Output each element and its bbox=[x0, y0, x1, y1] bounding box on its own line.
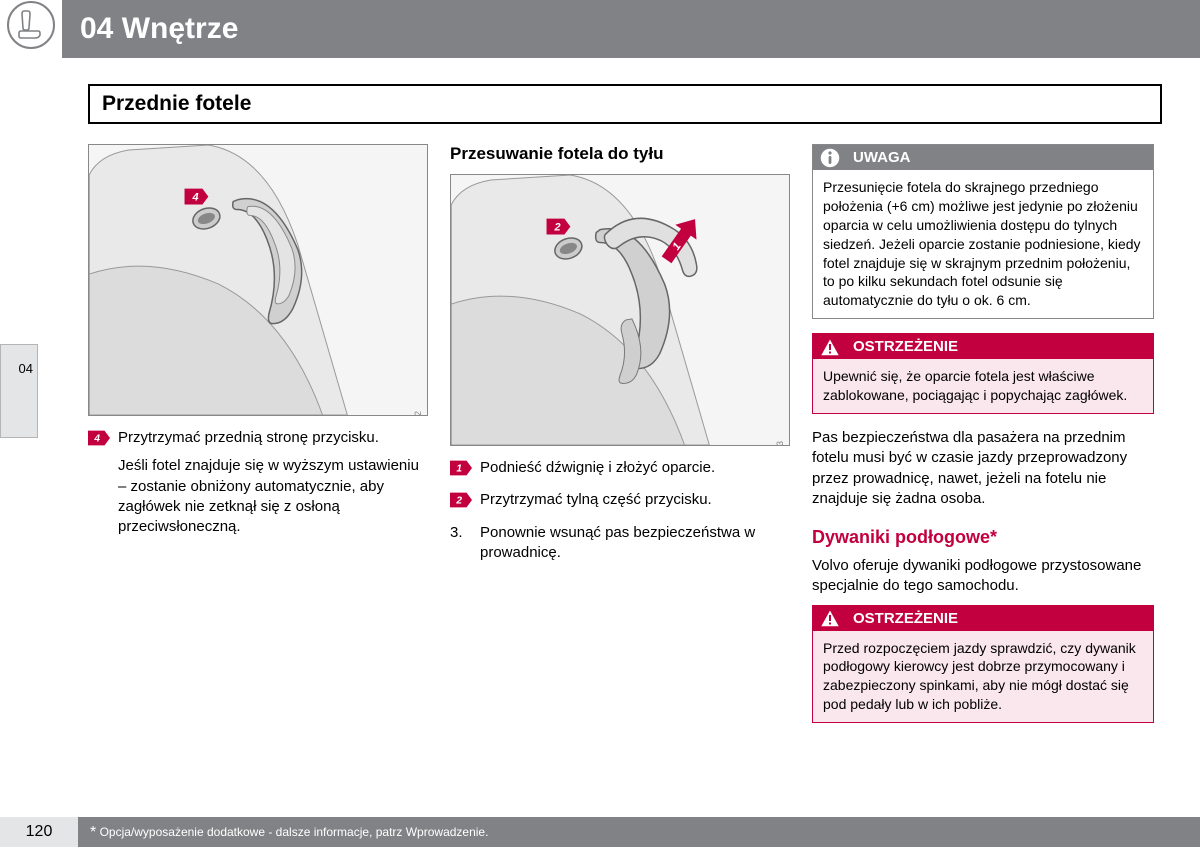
column-1: 4 G041092 4 Przytrzymać przednią stronę … bbox=[88, 144, 430, 545]
footer-bar: 120 * Opcja/wyposażenie dodatkowe - dals… bbox=[0, 817, 1200, 847]
illustration-seat-button-4: 4 G041092 bbox=[88, 144, 428, 416]
warning-2-title: OSTRZEŻENIE bbox=[853, 610, 958, 627]
content-area: 4 G041092 4 Przytrzymać przednią stronę … bbox=[88, 144, 1162, 794]
chapter-title: 04 Wnętrze bbox=[62, 0, 1200, 58]
step-marker-2-icon: 2 bbox=[450, 492, 472, 508]
seat-icon bbox=[0, 0, 62, 56]
section-title: Przednie fotele bbox=[102, 92, 1148, 116]
note-title: UWAGA bbox=[853, 149, 911, 166]
step-4-text: Przytrzymać przednią stronę przycisku. bbox=[118, 428, 430, 448]
step-marker-4-icon: 4 bbox=[88, 430, 110, 446]
col3-heading2: Dywaniki podłogowe* bbox=[812, 527, 1154, 548]
chapter-header: 04 Wnętrze bbox=[62, 0, 1200, 58]
note-box: UWAGA Przesunięcie fotela do skrajnego p… bbox=[812, 144, 1154, 319]
step-1: 1 Podnieść dźwignię i złożyć oparcie. bbox=[450, 458, 792, 478]
step-2-text: Przytrzymać tylną część przycisku. bbox=[480, 490, 792, 510]
svg-text:4: 4 bbox=[93, 434, 100, 445]
info-icon bbox=[819, 147, 841, 169]
step-1-text: Podnieść dźwignię i złożyć oparcie. bbox=[480, 458, 792, 478]
warning-icon bbox=[819, 607, 841, 629]
step-3-text: Ponownie wsunąć pas bezpieczeństwa w pro… bbox=[480, 523, 792, 564]
step-3-number: 3. bbox=[450, 523, 472, 564]
footnote-star-icon: * bbox=[90, 824, 96, 841]
warning-2-header: OSTRZEŻENIE bbox=[813, 606, 1153, 631]
warning-box-1: OSTRZEŻENIE Upewnić się, że oparcie fote… bbox=[812, 333, 1154, 414]
page-number: 120 bbox=[0, 817, 78, 847]
column-2: Przesuwanie fotela do tyłu 1 bbox=[450, 144, 792, 571]
step-4: 4 Przytrzymać przednią stronę przycisku. bbox=[88, 428, 430, 448]
warning-1-body: Upewnić się, że oparcie fotela jest właś… bbox=[813, 359, 1153, 413]
svg-text:4: 4 bbox=[191, 192, 198, 204]
footer-text: * Opcja/wyposażenie dodatkowe - dalsze i… bbox=[90, 817, 1200, 848]
warning-icon bbox=[819, 336, 841, 358]
warning-1-header: OSTRZEŻENIE bbox=[813, 334, 1153, 359]
side-tab: 04 bbox=[0, 344, 38, 438]
col3-para1: Pas bezpieczeństwa dla pasażera na przed… bbox=[812, 428, 1154, 509]
note-body: Przesunięcie fotela do skrajnego przedni… bbox=[813, 170, 1153, 318]
section-title-box: Przednie fotele bbox=[88, 84, 1162, 124]
svg-text:1: 1 bbox=[456, 464, 462, 475]
warning-1-title: OSTRZEŻENIE bbox=[853, 338, 958, 355]
illustration-code: G041092 bbox=[413, 411, 423, 416]
warning-box-2: OSTRZEŻENIE Przed rozpoczęciem jazdy spr… bbox=[812, 605, 1154, 724]
step-3: 3. Ponownie wsunąć pas bezpieczeństwa w … bbox=[450, 523, 792, 564]
column-3: UWAGA Przesunięcie fotela do skrajnego p… bbox=[812, 144, 1154, 737]
footer-note: Opcja/wyposażenie dodatkowe - dalsze inf… bbox=[100, 825, 489, 839]
step-marker-1-icon: 1 bbox=[450, 460, 472, 476]
step-4-extra: Jeśli fotel znajduje się w wyższym ustaw… bbox=[118, 456, 430, 537]
step-2: 2 Przytrzymać tylną część przycisku. bbox=[450, 490, 792, 510]
note-header: UWAGA bbox=[813, 145, 1153, 170]
warning-2-body: Przed rozpoczęciem jazdy sprawdzić, czy … bbox=[813, 631, 1153, 723]
illustration-code: G041093 bbox=[775, 441, 785, 446]
illustration-seat-lever: 1 2 G041093 bbox=[450, 174, 790, 446]
side-tab-label: 04 bbox=[19, 361, 33, 376]
col2-heading: Przesuwanie fotela do tyłu bbox=[450, 144, 792, 164]
col3-para2: Volvo oferuje dywaniki podłogowe przysto… bbox=[812, 556, 1154, 597]
svg-text:2: 2 bbox=[455, 496, 462, 507]
svg-text:2: 2 bbox=[553, 222, 560, 234]
